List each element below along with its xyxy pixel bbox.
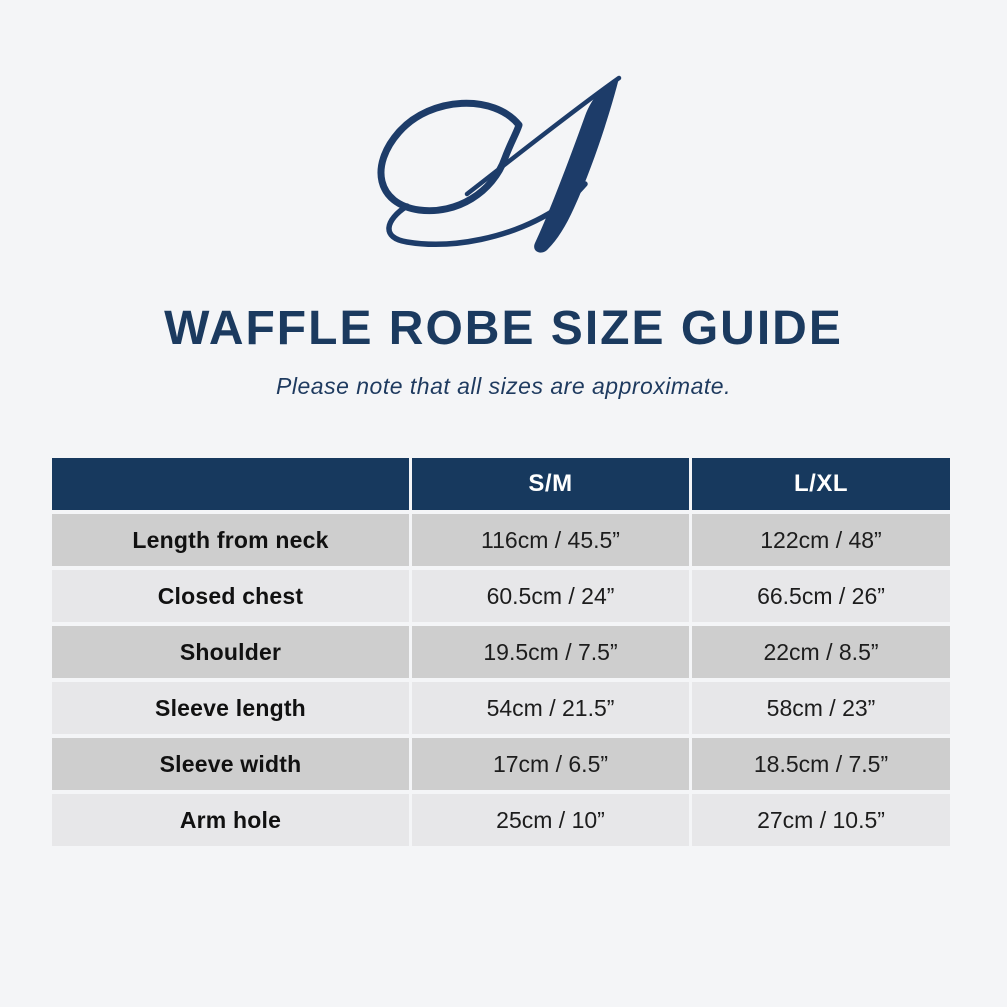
sm-value-sleeve-width: 17cm / 6.5” (412, 738, 689, 790)
size-table: S/M L/XL Length from neck 116cm / 45.5” … (52, 458, 950, 846)
row-label-shoulder: Shoulder (52, 626, 409, 678)
lxl-value-closed-chest: 66.5cm / 26” (692, 570, 950, 622)
lxl-value-length-from-neck: 122cm / 48” (692, 514, 950, 566)
table-header-lxl: L/XL (692, 458, 950, 510)
sm-value-length-from-neck: 116cm / 45.5” (412, 514, 689, 566)
row-label-arm-hole: Arm hole (52, 794, 409, 846)
lxl-value-sleeve-width: 18.5cm / 7.5” (692, 738, 950, 790)
sm-value-sleeve-length: 54cm / 21.5” (412, 682, 689, 734)
size-note: Please note that all sizes are approxima… (276, 373, 731, 399)
lxl-value-sleeve-length: 58cm / 23” (692, 682, 950, 734)
table-header-sm: S/M (412, 458, 689, 510)
row-label-sleeve-length: Sleeve length (52, 682, 409, 734)
row-label-sleeve-width: Sleeve width (52, 738, 409, 790)
brand-logo (359, 70, 649, 255)
lxl-value-arm-hole: 27cm / 10.5” (692, 794, 950, 846)
page-title: WAFFLE ROBE SIZE GUIDE (164, 302, 843, 355)
lxl-value-shoulder: 22cm / 8.5” (692, 626, 950, 678)
sm-value-shoulder: 19.5cm / 7.5” (412, 626, 689, 678)
row-label-length-from-neck: Length from neck (52, 514, 409, 566)
row-label-closed-chest: Closed chest (52, 570, 409, 622)
sm-value-closed-chest: 60.5cm / 24” (412, 570, 689, 622)
table-header-blank (52, 458, 409, 510)
sm-value-arm-hole: 25cm / 10” (412, 794, 689, 846)
script-a-icon (377, 75, 621, 253)
